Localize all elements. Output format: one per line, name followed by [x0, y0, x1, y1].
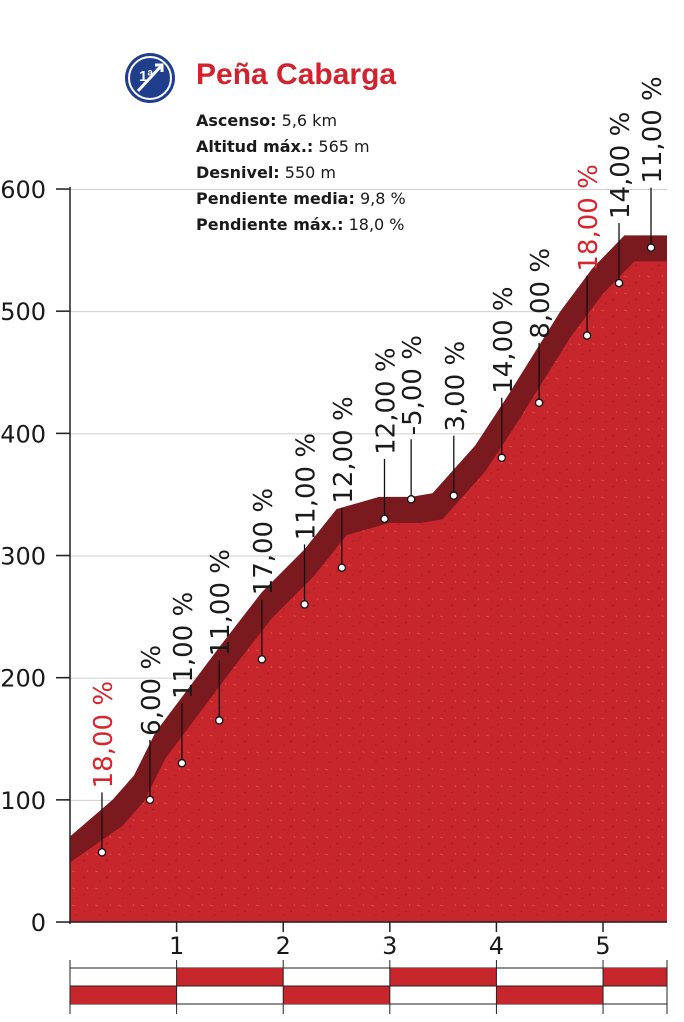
scale-bar-block — [176, 968, 284, 986]
category-badge-icon: 1ª — [125, 53, 175, 103]
gradient-label: 11,00 % — [169, 592, 199, 699]
scale-bar-block — [603, 968, 667, 986]
gradient-marker-dot — [337, 563, 347, 572]
gradient-marker-dot — [497, 453, 507, 463]
gradient-label: 11,00 % — [206, 549, 236, 656]
y-tick-label: 200 — [0, 665, 46, 693]
profile-area — [70, 235, 667, 922]
axes: 0 100 200 300 400 500 600 1 2 3 4 5 — [0, 176, 667, 960]
gradient-marker-dot — [534, 398, 544, 408]
gradient-marker-dot — [257, 655, 267, 664]
gradient-label: 14,00 % — [489, 286, 519, 393]
gradient-label: 18,00 % — [89, 681, 119, 788]
gradient-marker-dot — [300, 600, 309, 609]
gradient-marker-dot — [177, 758, 187, 768]
gradient-label: 12,00 % — [371, 347, 401, 454]
gradient-label: 17,00 % — [249, 488, 279, 595]
scale-bar-block — [283, 986, 390, 1004]
stat-ascent: Ascenso: 5,6 km — [196, 111, 338, 130]
y-tick-label: 500 — [0, 298, 46, 326]
gradient-labels: 18,00 % 6,00 % 11,00 % 11,00 %17,00 %11,00 … — [89, 76, 668, 857]
x-tick-label: 1 — [169, 932, 184, 960]
stat-average-gradient: Pendiente media: 9,8 % — [196, 189, 406, 208]
profile-texture — [70, 261, 667, 922]
gradient-marker-dot — [406, 495, 416, 504]
stat-max-altitude: Altitud máx.: 565 m — [196, 137, 370, 156]
gradient-label: 6,00 % — [137, 645, 167, 736]
gradient-marker-dot — [582, 331, 592, 340]
gradient-marker-dot — [449, 491, 459, 500]
x-tick-label: 4 — [489, 932, 504, 960]
gradient-marker-dot — [380, 514, 389, 524]
category-badge-text: 1ª — [139, 68, 153, 85]
gradient-label: 11,00 % — [292, 433, 322, 540]
climb-header: 1ª Peña Cabarga Ascenso: 5,6 km Altitud … — [124, 52, 454, 252]
gradient-marker-dot — [614, 278, 624, 288]
scale-bar-block — [389, 968, 497, 986]
gradient-marker-dot — [646, 243, 656, 252]
y-tick-label: 400 — [0, 420, 46, 448]
stat-max-gradient: Pendiente máx.: 18,0 % — [196, 215, 405, 234]
climb-stats: Ascenso: 5,6 km Altitud máx.: 565 m Desn… — [196, 108, 406, 238]
x-tick-label: 3 — [382, 932, 397, 960]
gradient-label: 18,00 % — [574, 164, 604, 271]
y-tick-label: 0 — [31, 909, 46, 937]
gradient-label: -5,00 % — [398, 335, 428, 435]
gradient-label: 3,00 % — [441, 341, 471, 432]
climb-title: Peña Cabarga — [196, 58, 397, 91]
distance-scale-bar — [69, 960, 668, 1014]
x-tick-label: 2 — [276, 932, 291, 960]
scale-bar-block — [70, 986, 177, 1004]
gradient-marker-dot — [214, 716, 224, 725]
gradient-marker-dot — [145, 795, 155, 805]
y-tick-label: 300 — [0, 543, 46, 571]
stat-elevation-gain: Desnivel: 550 m — [196, 163, 337, 182]
y-tick-label: 100 — [0, 787, 46, 815]
x-tick-label: 5 — [595, 932, 610, 960]
gradient-label: 11,00 % — [638, 76, 668, 183]
y-tick-label: 600 — [0, 176, 46, 204]
gradient-marker-dot — [97, 848, 107, 857]
gradient-label: 12,00 % — [329, 396, 359, 503]
gradient-label: 8,00 % — [526, 248, 556, 339]
gradient-label: 14,00 % — [606, 112, 636, 219]
scale-bar-block — [496, 986, 604, 1004]
